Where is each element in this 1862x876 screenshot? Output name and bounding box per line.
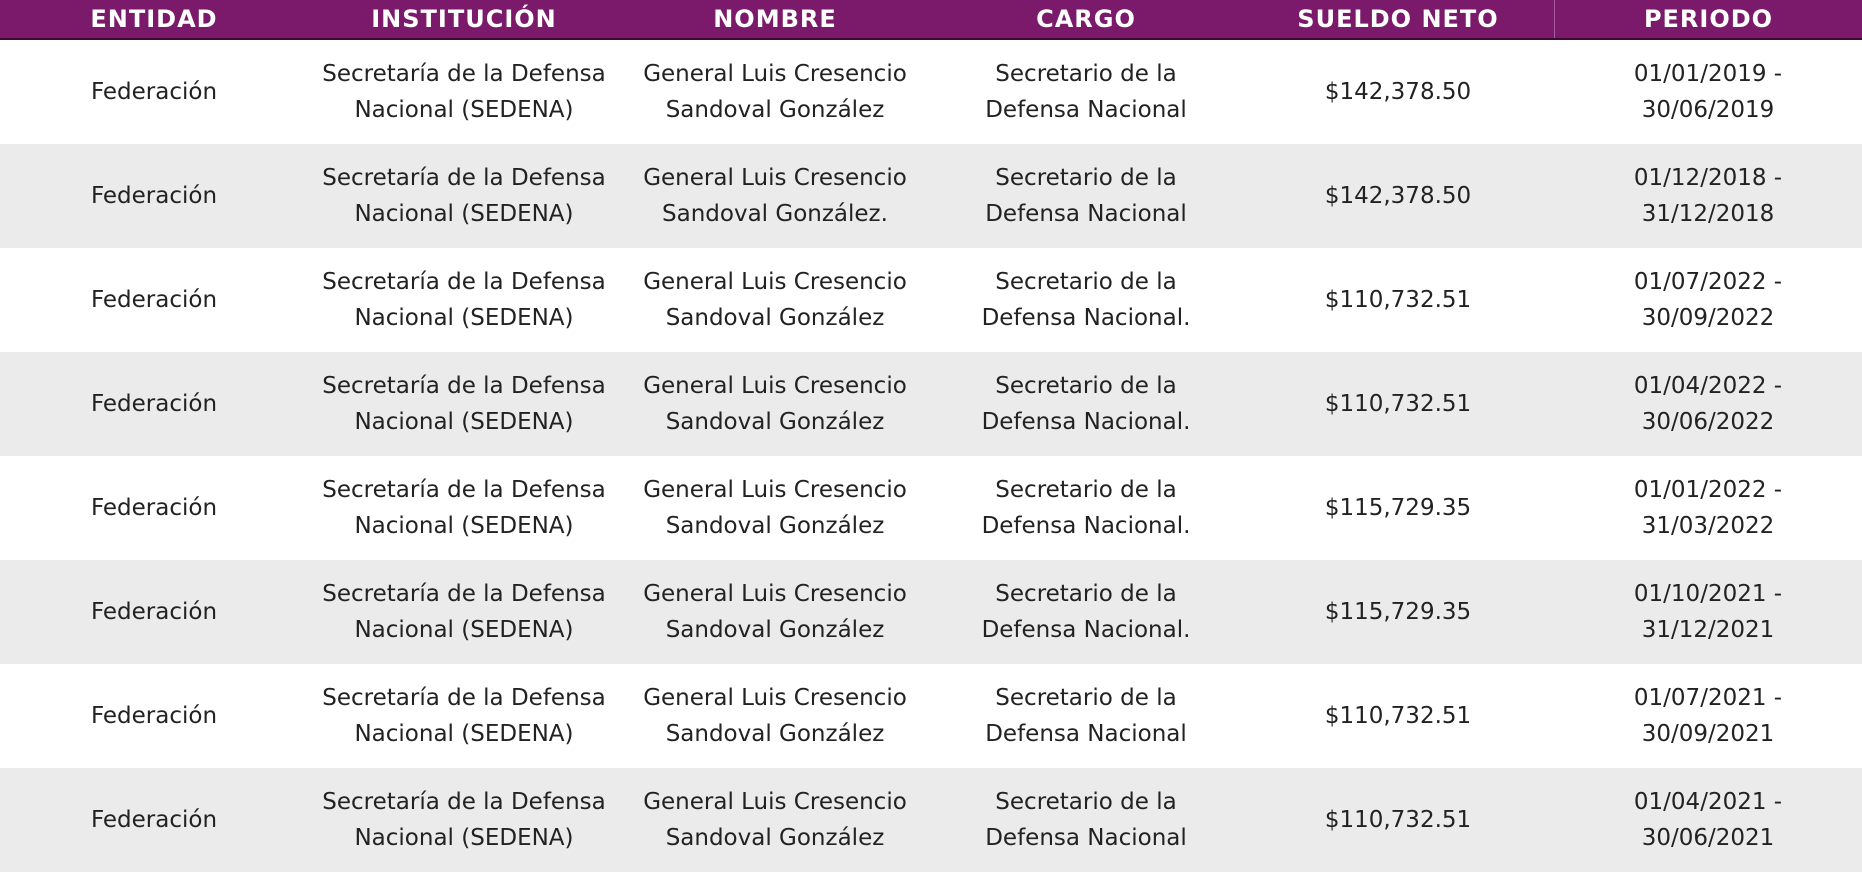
cell-sueldo-neto: $115,729.35 [1324, 599, 1472, 625]
cell-entidad: Federación [90, 79, 218, 105]
cell-entidad: Federación [90, 495, 218, 521]
cell-nombre: General Luis Cresencio Sandoval González [643, 685, 907, 747]
cell-entidad: Federación [90, 807, 218, 833]
column-header-nombre[interactable]: NOMBRE [713, 5, 837, 33]
cell-entidad: Federación [90, 599, 218, 625]
cell-nombre: General Luis Cresencio Sandoval González… [643, 165, 907, 227]
table-row: Federación Secretaría de la Defensa Naci… [0, 144, 1862, 248]
table-row: Federación Secretaría de la Defensa Naci… [0, 248, 1862, 352]
cell-cargo: Secretario de la Defensa Nacional. [981, 269, 1191, 331]
cell-cargo: Secretario de la Defensa Nacional [985, 789, 1187, 851]
cell-nombre: General Luis Cresencio Sandoval González [643, 373, 907, 435]
cell-nombre: General Luis Cresencio Sandoval González [643, 61, 907, 123]
cell-sueldo-neto: $142,378.50 [1324, 79, 1472, 105]
cell-periodo: 01/04/2022 - 30/06/2022 [1633, 373, 1783, 435]
cell-entidad: Federación [90, 183, 218, 209]
cell-periodo: 01/07/2021 - 30/09/2021 [1633, 685, 1783, 747]
cell-entidad: Federación [90, 703, 218, 729]
column-header-entidad[interactable]: ENTIDAD [90, 5, 218, 33]
cell-nombre: General Luis Cresencio Sandoval González [643, 581, 907, 643]
table-row: Federación Secretaría de la Defensa Naci… [0, 560, 1862, 664]
table-row: Federación Secretaría de la Defensa Naci… [0, 664, 1862, 768]
cell-institucion: Secretaría de la Defensa Nacional (SEDEN… [322, 269, 606, 331]
cell-sueldo-neto: $110,732.51 [1324, 287, 1472, 313]
cell-cargo: Secretario de la Defensa Nacional [985, 61, 1187, 123]
table-header-row: ENTIDAD INSTITUCIÓN NOMBRE CARGO SUELDO … [0, 0, 1862, 71]
column-header-sueldo-neto[interactable]: SUELDO NETO [1297, 5, 1499, 33]
table-row: Federación Secretaría de la Defensa Naci… [0, 352, 1862, 456]
cell-sueldo-neto: $110,732.51 [1324, 391, 1472, 417]
cell-sueldo-neto: $110,732.51 [1324, 807, 1472, 833]
column-header-periodo-reportado[interactable]: PERIODO REPORTADO [1554, 0, 1862, 71]
cell-institucion: Secretaría de la Defensa Nacional (SEDEN… [322, 789, 606, 851]
cell-periodo: 01/01/2022 - 31/03/2022 [1633, 477, 1783, 539]
cell-periodo: 01/04/2021 - 30/06/2021 [1633, 789, 1783, 851]
cell-nombre: General Luis Cresencio Sandoval González [643, 477, 907, 539]
cell-entidad: Federación [90, 391, 218, 417]
cell-institucion: Secretaría de la Defensa Nacional (SEDEN… [322, 685, 606, 747]
cell-periodo: 01/07/2022 - 30/09/2022 [1633, 269, 1783, 331]
column-header-institucion[interactable]: INSTITUCIÓN [371, 5, 557, 33]
cell-institucion: Secretaría de la Defensa Nacional (SEDEN… [322, 581, 606, 643]
table-row: Federación Secretaría de la Defensa Naci… [0, 456, 1862, 560]
cell-institucion: Secretaría de la Defensa Nacional (SEDEN… [322, 373, 606, 435]
cell-cargo: Secretario de la Defensa Nacional. [981, 373, 1191, 435]
cell-institucion: Secretaría de la Defensa Nacional (SEDEN… [322, 61, 606, 123]
cell-sueldo-neto: $115,729.35 [1324, 495, 1472, 521]
table-row: Federación Secretaría de la Defensa Naci… [0, 768, 1862, 872]
column-header-cargo[interactable]: CARGO [1036, 5, 1136, 33]
cell-periodo: 01/12/2018 - 31/12/2018 [1633, 165, 1783, 227]
cell-institucion: Secretaría de la Defensa Nacional (SEDEN… [322, 477, 606, 539]
table-row: Federación Secretaría de la Defensa Naci… [0, 40, 1862, 144]
cell-sueldo-neto: $142,378.50 [1324, 183, 1472, 209]
cell-periodo: 01/10/2021 - 31/12/2021 [1633, 581, 1783, 643]
cell-nombre: General Luis Cresencio Sandoval González [643, 269, 907, 331]
cell-cargo: Secretario de la Defensa Nacional. [981, 581, 1191, 643]
cell-nombre: General Luis Cresencio Sandoval González [643, 789, 907, 851]
cell-entidad: Federación [90, 287, 218, 313]
cell-periodo: 01/01/2019 - 30/06/2019 [1633, 61, 1783, 123]
cell-cargo: Secretario de la Defensa Nacional [985, 685, 1187, 747]
cell-cargo: Secretario de la Defensa Nacional [985, 165, 1187, 227]
cell-institucion: Secretaría de la Defensa Nacional (SEDEN… [322, 165, 606, 227]
cell-sueldo-neto: $110,732.51 [1324, 703, 1472, 729]
cell-cargo: Secretario de la Defensa Nacional. [981, 477, 1191, 539]
